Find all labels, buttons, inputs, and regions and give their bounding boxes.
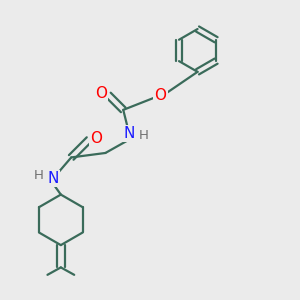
Text: H: H bbox=[34, 169, 44, 182]
Text: H: H bbox=[139, 129, 149, 142]
Text: O: O bbox=[95, 86, 107, 101]
Text: N: N bbox=[48, 171, 59, 186]
Text: N: N bbox=[124, 126, 135, 141]
Text: O: O bbox=[91, 130, 103, 146]
Text: O: O bbox=[154, 88, 166, 103]
